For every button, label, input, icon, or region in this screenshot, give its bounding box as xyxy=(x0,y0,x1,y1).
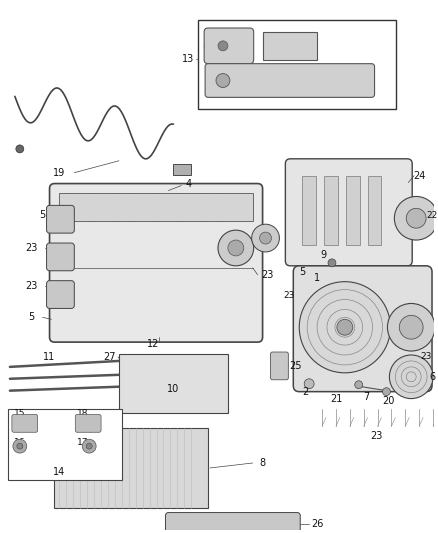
Circle shape xyxy=(252,224,279,252)
Text: 18: 18 xyxy=(77,409,89,418)
Text: 19: 19 xyxy=(53,168,66,177)
Circle shape xyxy=(382,387,390,395)
Text: 17: 17 xyxy=(77,438,89,447)
Text: 13: 13 xyxy=(182,54,194,64)
Circle shape xyxy=(17,443,23,449)
Bar xyxy=(198,20,396,109)
Circle shape xyxy=(389,355,433,399)
Text: 14: 14 xyxy=(53,467,66,477)
Text: 27: 27 xyxy=(103,352,116,362)
FancyBboxPatch shape xyxy=(286,159,412,266)
Circle shape xyxy=(82,439,96,453)
Circle shape xyxy=(218,230,254,266)
FancyBboxPatch shape xyxy=(166,513,300,533)
Bar xyxy=(346,176,360,245)
Circle shape xyxy=(86,443,92,449)
FancyBboxPatch shape xyxy=(49,183,263,342)
Bar xyxy=(54,429,208,507)
Text: 10: 10 xyxy=(167,384,180,394)
Text: 23: 23 xyxy=(420,352,432,361)
Text: 4: 4 xyxy=(185,179,191,189)
Circle shape xyxy=(13,439,27,453)
Text: 9: 9 xyxy=(321,250,327,260)
Text: 23: 23 xyxy=(284,291,295,300)
FancyBboxPatch shape xyxy=(46,205,74,233)
Circle shape xyxy=(328,259,336,267)
Text: 16: 16 xyxy=(14,438,25,447)
Text: 26: 26 xyxy=(311,520,323,529)
Bar xyxy=(263,32,317,60)
Text: 23: 23 xyxy=(25,281,38,290)
Text: 1: 1 xyxy=(314,273,320,282)
Text: 11: 11 xyxy=(43,352,56,362)
Text: 6: 6 xyxy=(429,372,435,382)
Text: 23: 23 xyxy=(261,270,274,280)
Bar xyxy=(324,176,338,245)
Circle shape xyxy=(299,281,390,373)
Circle shape xyxy=(399,316,423,339)
Text: 5: 5 xyxy=(39,211,46,220)
Text: 25: 25 xyxy=(289,361,301,371)
Text: 22: 22 xyxy=(426,211,437,220)
FancyBboxPatch shape xyxy=(204,28,254,63)
Text: 5: 5 xyxy=(265,233,271,243)
Circle shape xyxy=(228,240,244,256)
Circle shape xyxy=(337,319,353,335)
FancyBboxPatch shape xyxy=(293,266,432,392)
FancyBboxPatch shape xyxy=(12,415,38,432)
Bar xyxy=(119,354,228,414)
Text: 23: 23 xyxy=(371,431,383,441)
Circle shape xyxy=(16,145,24,153)
Circle shape xyxy=(216,74,230,87)
Bar xyxy=(60,193,253,221)
Bar xyxy=(367,176,381,245)
FancyBboxPatch shape xyxy=(271,352,288,380)
Bar xyxy=(173,164,191,175)
Text: 7: 7 xyxy=(364,392,370,401)
FancyBboxPatch shape xyxy=(46,281,74,309)
Text: 23: 23 xyxy=(25,243,38,253)
FancyBboxPatch shape xyxy=(75,415,101,432)
Circle shape xyxy=(304,379,314,389)
Text: 2: 2 xyxy=(302,386,308,397)
Circle shape xyxy=(394,197,438,240)
Circle shape xyxy=(406,208,426,228)
Text: 15: 15 xyxy=(14,409,25,418)
Circle shape xyxy=(355,381,363,389)
Text: 5: 5 xyxy=(28,312,35,322)
Text: 12: 12 xyxy=(148,339,160,349)
FancyBboxPatch shape xyxy=(205,63,374,98)
FancyBboxPatch shape xyxy=(46,243,74,271)
Circle shape xyxy=(260,232,272,244)
Text: 8: 8 xyxy=(260,458,265,468)
Text: 21: 21 xyxy=(331,393,343,403)
Text: 24: 24 xyxy=(414,171,426,181)
Bar xyxy=(8,408,122,480)
Circle shape xyxy=(218,41,228,51)
Bar xyxy=(302,176,316,245)
Text: 20: 20 xyxy=(382,395,395,406)
Circle shape xyxy=(388,303,435,351)
Text: 5: 5 xyxy=(299,266,305,277)
